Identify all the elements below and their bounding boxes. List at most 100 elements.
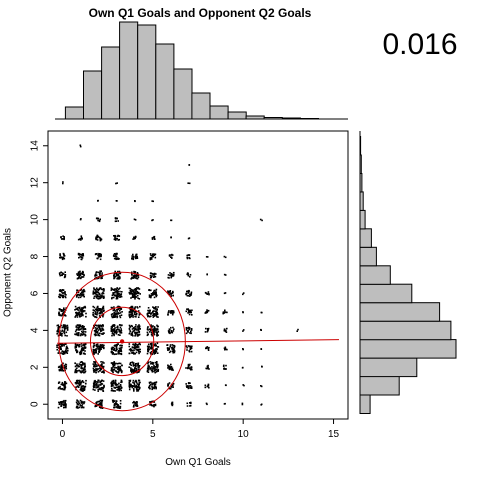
scatter-point (189, 274, 192, 276)
scatter-point (171, 403, 173, 405)
scatter-point (80, 406, 83, 409)
scatter-point (152, 329, 154, 332)
scatter-point (116, 316, 118, 319)
scatter-point (155, 292, 157, 295)
scatter-point (137, 329, 140, 331)
scatter-point (92, 385, 95, 387)
scatter-point (110, 384, 113, 386)
scatter-point (77, 238, 80, 241)
scatter-point (151, 275, 153, 277)
scatter-point (83, 362, 86, 365)
scatter-point (206, 366, 209, 368)
scatter-point (172, 344, 175, 347)
scatter-point (62, 403, 65, 406)
scatter-point (131, 361, 134, 363)
scatter-point (56, 332, 59, 335)
scatter-point (113, 403, 116, 405)
scatter-point (115, 182, 117, 185)
scatter-point (59, 388, 62, 390)
scatter-point (101, 274, 103, 276)
scatter-point (169, 272, 171, 274)
x-histogram-bar (227, 111, 247, 120)
scatter-point (61, 274, 63, 277)
scatter-point (120, 332, 123, 334)
scatter-point (81, 314, 83, 316)
scatter-point (186, 257, 189, 260)
scatter-point (147, 364, 150, 367)
scatter-point (138, 324, 140, 326)
scatter-point (172, 386, 174, 388)
scatter-point (101, 401, 103, 403)
scatter-point (225, 368, 227, 370)
scatter-point (173, 351, 176, 354)
scatter-point (81, 330, 83, 333)
scatter-point (172, 290, 174, 293)
scatter-point (136, 344, 139, 346)
scatter-point (84, 385, 86, 388)
scatter-point (78, 271, 81, 273)
scatter-point (63, 292, 65, 294)
scatter-point (153, 276, 155, 278)
scatter-point (119, 367, 122, 370)
scatter-point (62, 370, 65, 372)
scatter-point (130, 290, 132, 293)
scatter-point (66, 347, 69, 350)
scatter-point (133, 349, 135, 351)
scatter-point (242, 292, 245, 294)
scatter-point (156, 325, 159, 328)
scatter-point (120, 380, 123, 382)
scatter-point (64, 275, 66, 277)
scatter-point (128, 315, 131, 317)
scatter-point (64, 292, 66, 294)
scatter-point (61, 330, 63, 333)
scatter-point (112, 292, 114, 294)
scatter-point (172, 326, 174, 329)
scatter-point (77, 344, 80, 347)
scatter-point (146, 345, 149, 348)
scatter-point (64, 324, 66, 326)
scatter-point (83, 386, 86, 389)
scatter-point (170, 276, 172, 279)
scatter-point (74, 309, 76, 311)
scatter-point (102, 295, 105, 298)
scatter-point (188, 293, 191, 296)
scatter-point (57, 352, 60, 354)
scatter-point (114, 270, 116, 273)
scatter-point (130, 370, 132, 372)
scatter-point (81, 291, 83, 294)
scatter-point (62, 296, 64, 299)
scatter-point (57, 324, 60, 326)
scatter-point (64, 295, 66, 298)
scatter-point (153, 370, 155, 373)
scatter-point (188, 182, 191, 185)
scatter-point (128, 345, 131, 348)
scatter-point (114, 331, 116, 334)
scatter-point (83, 389, 86, 391)
scatter-point (75, 296, 78, 298)
scatter-point (96, 306, 98, 309)
scatter-point (116, 217, 118, 220)
scatter-point (99, 348, 101, 351)
scatter-point (169, 290, 171, 293)
scatter-point (138, 331, 141, 333)
scatter-point (80, 272, 83, 275)
scatter-point (134, 311, 136, 313)
scatter-point (102, 305, 105, 308)
scatter-point (156, 348, 158, 350)
scatter-point (189, 363, 191, 366)
scatter-point (62, 388, 65, 391)
scatter-point (157, 368, 160, 371)
scatter-point (147, 346, 149, 349)
scatter-point (150, 296, 152, 299)
scatter-point (93, 353, 95, 356)
scatter-point (77, 334, 80, 337)
scatter-point (148, 346, 150, 348)
scatter-point (83, 347, 85, 350)
scatter-point (137, 390, 140, 392)
scatter-point (190, 366, 193, 369)
scatter-point (132, 363, 135, 365)
scatter-point (138, 314, 141, 316)
scatter-point (117, 308, 119, 311)
scatter-point (138, 370, 140, 373)
scatter-point (153, 344, 155, 347)
